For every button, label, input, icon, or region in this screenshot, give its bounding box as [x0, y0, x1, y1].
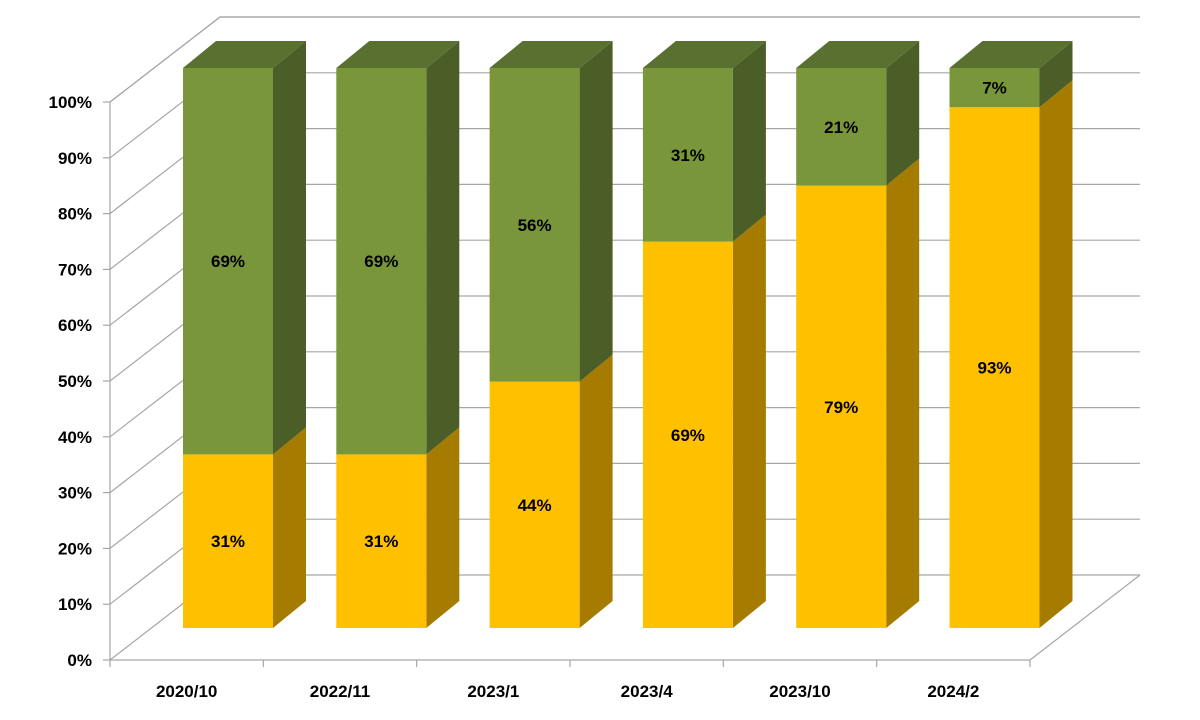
labels: 2020/10 2022/11 2023/1 2023/4 2023/10 2024/2 3… [156, 79, 1012, 701]
bar-segment-side [273, 427, 306, 628]
data-label: 69% [671, 426, 705, 445]
data-label: 7% [982, 79, 1007, 98]
y-tick-label: 30% [58, 484, 92, 503]
bar-segment [336, 454, 427, 628]
bar-segment-side [579, 354, 613, 628]
x-category-label: 2023/1 [467, 682, 519, 701]
y-tick-label: 10% [58, 595, 92, 614]
gridline [109, 16, 1140, 103]
x-category-label: 2023/4 [621, 682, 674, 701]
y-tick-label: 50% [58, 372, 92, 391]
bar-segment [949, 107, 1040, 628]
y-tick-label: 0% [67, 651, 92, 670]
bar-segment [796, 68, 887, 186]
y-tick-label: 80% [58, 205, 92, 224]
bar-segment-side [886, 41, 920, 186]
bar-segment [796, 185, 887, 628]
bar-segment-side [426, 427, 460, 628]
data-label: 44% [518, 496, 552, 515]
bar-segment-side [579, 41, 613, 382]
bar-top-face [183, 41, 306, 68]
x-category-label: 2023/10 [769, 682, 830, 701]
bar-segment-side [1039, 41, 1073, 108]
bar-segment [183, 68, 273, 455]
x-category-label: 2020/10 [156, 682, 217, 701]
axes: 0% 10% 20% 30% 40% 50% 60% 70% 80% 90% 100% [49, 93, 1141, 670]
y-tick-label: 20% [58, 539, 92, 558]
data-label: 56% [518, 216, 552, 235]
bar-segment-side [1039, 80, 1073, 628]
bar-segment-side [732, 214, 766, 628]
bar-segment-side [273, 41, 306, 455]
bar-top-face [949, 41, 1073, 68]
y-tick-label: 70% [58, 260, 92, 279]
data-label: 79% [824, 398, 858, 417]
bar-segment [336, 68, 427, 455]
y-tick-label: 100% [49, 93, 92, 112]
data-label: 31% [671, 146, 705, 165]
bar-segment-side [886, 158, 920, 628]
bar-segment [183, 454, 273, 628]
data-label: 21% [824, 118, 858, 137]
data-label: 31% [211, 532, 245, 551]
bar-segment-side [732, 41, 766, 242]
bar-top-face [336, 41, 460, 68]
y-tick-label: 90% [58, 149, 92, 168]
bar-segment [642, 68, 733, 242]
bars [183, 41, 1073, 628]
data-label: 69% [211, 252, 245, 271]
data-label: 93% [977, 359, 1011, 378]
y-tick-label: 40% [58, 428, 92, 447]
bar-segment [489, 68, 580, 382]
x-category-label: 2022/11 [310, 682, 371, 701]
bar-segment [489, 381, 580, 628]
bar-top-face [489, 41, 613, 68]
data-label: 31% [364, 532, 398, 551]
bar-segment [642, 241, 733, 628]
data-label: 69% [364, 252, 398, 271]
x-category-label: 2024/2 [927, 682, 979, 701]
bar-segment [949, 68, 1040, 108]
bar-segment-side [426, 41, 460, 455]
y-tick-label: 60% [58, 316, 92, 335]
bar-top-face [796, 41, 920, 68]
bar-top-face [642, 41, 766, 68]
